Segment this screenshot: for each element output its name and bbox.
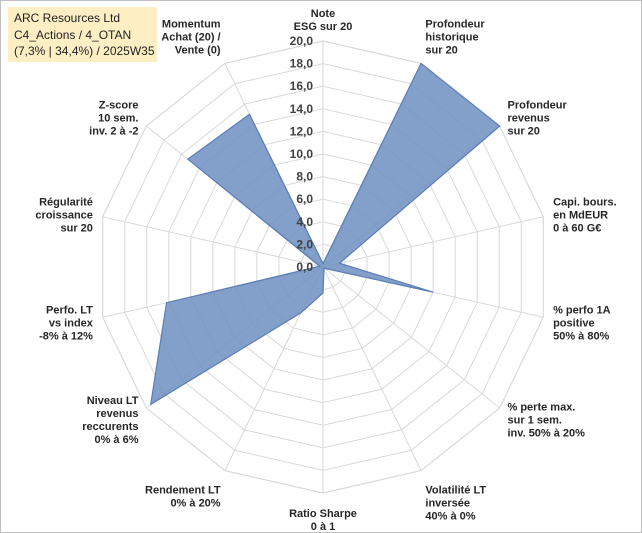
axis-label-line: Profondeur	[508, 100, 568, 112]
axis-label-line: Perfo. LT	[46, 304, 93, 316]
axis-label-line: Momentum	[162, 18, 221, 30]
axis-label-line: reccurents	[82, 421, 138, 433]
chart-title-box: ARC Resources Ltd C4_Actions / 4_OTAN (7…	[8, 7, 157, 62]
tick-label: 16,0	[290, 79, 314, 93]
axis-spoke	[322, 266, 422, 471]
axis-label-line: ESG sur 20	[294, 21, 353, 33]
tick-label: 6,0	[296, 192, 313, 206]
axis-label-line: sur 20	[425, 44, 457, 56]
axis-label-line: 10 sem.	[98, 113, 138, 125]
axis-label-line: Volatilité LT	[425, 485, 486, 497]
radar-series	[149, 62, 501, 406]
axis-label-line: 50% à 80%	[553, 330, 609, 342]
tick-label: 10,0	[290, 147, 314, 161]
axis-spoke	[322, 216, 544, 268]
axis-label-line: 0% à 6%	[94, 434, 138, 446]
axis-label-line: Profondeur	[425, 18, 485, 30]
tick-label: 20,0	[290, 34, 314, 48]
axis-label-line: % perte max.	[508, 401, 576, 413]
axis-label-line: vs index	[49, 317, 94, 329]
tick-label: 0,0	[296, 260, 313, 274]
axis-label-line: Rendement LT	[145, 485, 221, 497]
axis-label-line: sur 1 sem.	[508, 414, 562, 426]
axis-label-line: sur 20	[60, 223, 92, 235]
title-category: C4_Actions / 4_OTAN	[14, 27, 132, 42]
axis-label-line: sur 20	[508, 126, 540, 138]
axis-label-line: 0% à 20%	[170, 498, 220, 510]
axis-label-line: Z-score	[99, 100, 139, 112]
axis-label-line: % perfo 1A	[553, 304, 611, 316]
title-company: ARC Resources Ltd	[14, 11, 121, 25]
axis-label-line: inv. 2 à -2	[89, 126, 138, 138]
axis-spoke	[102, 216, 324, 268]
axis-label-line: 0 à 1	[311, 521, 335, 532]
axis-label-line: croissance	[35, 210, 92, 222]
tick-label: 18,0	[290, 57, 314, 71]
axis-spoke	[322, 266, 501, 409]
axis-label-line: inv. 50% à 20%	[508, 427, 586, 439]
series-area	[149, 62, 501, 406]
axis-label-line: Niveau LT	[87, 395, 139, 407]
tick-label: 4,0	[296, 215, 313, 229]
tick-label: 8,0	[296, 170, 313, 184]
axis-label-line: Note	[311, 8, 335, 20]
axis-label-line: Vente (0)	[175, 44, 221, 56]
axis-label-line: Régularité	[39, 197, 93, 209]
axis-label-line: -8% à 12%	[39, 330, 93, 342]
tick-label: 2,0	[296, 237, 313, 251]
axis-label-line: revenus	[508, 113, 550, 125]
axis-label-line: revenus	[96, 408, 138, 420]
axis-label-line: Achat (20) /	[161, 31, 220, 43]
axis-label-line: Ratio Sharpe	[289, 508, 357, 520]
tick-label: 14,0	[290, 102, 314, 116]
title-stats: (7,3% | 34,4%) / 2025W35	[14, 44, 155, 58]
axis-label-line: positive	[553, 317, 595, 329]
axis-label-line: 0 à 60 G€	[553, 223, 601, 235]
radial-tick-labels: 0,0 2,0 4,0 6,0 8,0 10,0 12,0 14,0 16,0 18,0 20,0	[290, 34, 314, 274]
axis-label-line: 40% à 0%	[425, 511, 475, 523]
tick-label: 12,0	[290, 124, 314, 138]
axis-label-line: historique	[425, 31, 478, 43]
axis-label-line: inversée	[425, 498, 470, 510]
axis-label-line: Capi. bours.	[553, 197, 617, 209]
axis-label-line: en MdEUR	[553, 210, 608, 222]
